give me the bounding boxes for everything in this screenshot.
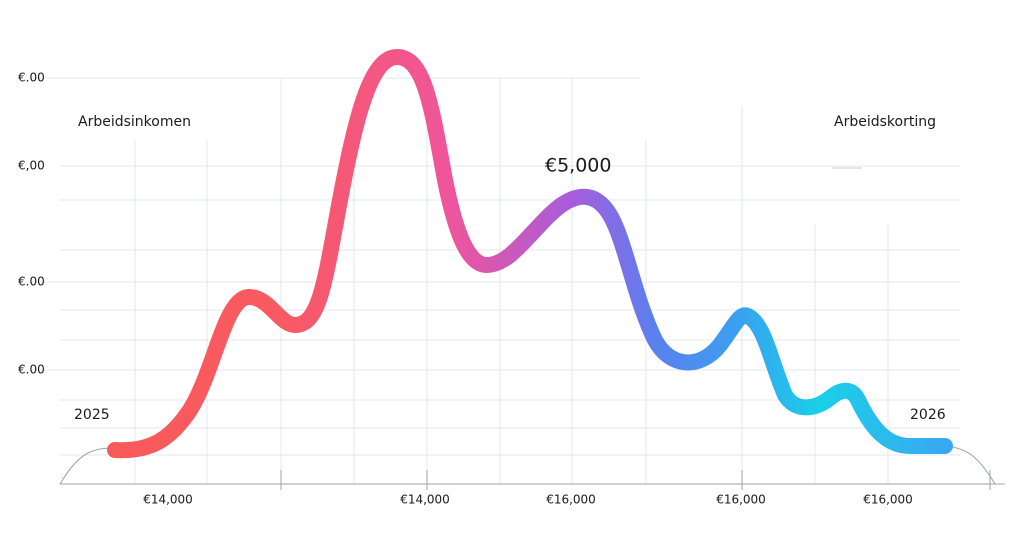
y-tick-label: €,00	[18, 159, 45, 173]
x-tick-label: €16,000	[716, 493, 766, 507]
y-tick-label: €.00	[18, 275, 45, 289]
y-tick-label: €.00	[18, 363, 45, 377]
right-title: Arbeidskorting	[834, 114, 936, 130]
end-year: 2026	[910, 407, 946, 423]
x-tick-label: €16,000	[546, 493, 596, 507]
peak-label: €5,000	[545, 155, 611, 177]
x-tick-label: €14,000	[400, 493, 450, 507]
left-title: Arbeidsinkomen	[78, 114, 191, 130]
start-year: 2025	[74, 407, 110, 423]
x-tick-label: €16,000	[863, 493, 913, 507]
x-tick-label: €14,000	[143, 493, 193, 507]
baseline-curve	[59, 445, 996, 485]
y-tick-label: €.00	[18, 71, 45, 85]
axis-ticks	[280, 470, 991, 490]
grid	[30, 77, 960, 484]
income-curve	[107, 49, 953, 459]
